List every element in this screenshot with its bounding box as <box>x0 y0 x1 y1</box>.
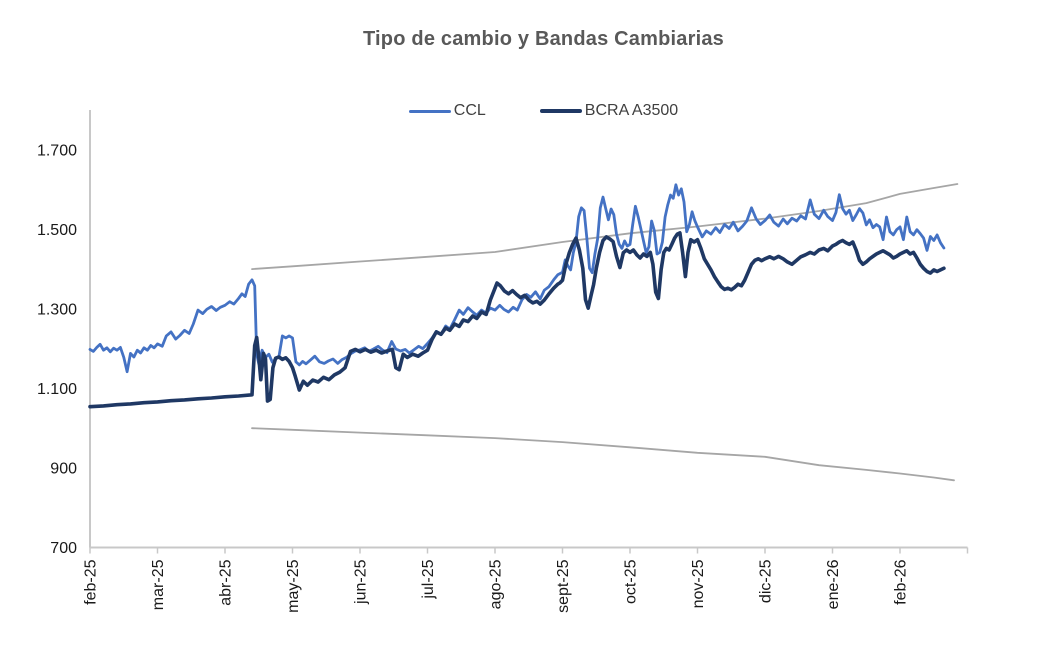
x-tick-label: oct-25 <box>623 559 640 604</box>
y-tick-label: 700 <box>50 540 77 557</box>
x-tick-label: mar-25 <box>150 559 167 610</box>
y-tick-label: 1.700 <box>37 142 77 159</box>
legend-item-ccl: CCL <box>408 102 486 120</box>
x-tick-label: feb-25 <box>83 559 100 604</box>
x-tick-label: ene-26 <box>825 559 842 609</box>
x-tick-label: nov-25 <box>690 559 707 608</box>
bcra-a3500-line <box>88 231 946 409</box>
x-tick-label: jun-25 <box>353 559 370 605</box>
bcra-a3500-line-swatch <box>539 109 582 113</box>
y-tick-label: 1.100 <box>37 381 77 398</box>
legend-item-bcra-a3500: BCRA A3500 <box>539 102 679 120</box>
x-tick-label: abr-25 <box>218 559 235 605</box>
legend-label-ccl: CCL <box>453 102 486 119</box>
chart-title: Tipo de cambio y Bandas Cambiarias <box>363 28 724 50</box>
y-tick-label: 1.500 <box>37 222 77 239</box>
ccl-line-swatch <box>408 109 451 113</box>
x-tick-label: sept-25 <box>555 559 572 612</box>
legend-label-bcra-a3500: BCRA A3500 <box>584 102 679 119</box>
x-tick-label: ago-25 <box>488 559 505 609</box>
lower-band-line <box>251 427 955 482</box>
legend: CCL BCRA A3500 <box>40 102 1047 120</box>
x-tick-label: jul-25 <box>420 559 437 599</box>
x-tick-label: dic-25 <box>758 559 775 603</box>
y-tick-label: 1.300 <box>37 301 77 318</box>
ccl-line <box>88 183 946 374</box>
x-tick-label: may-25 <box>285 559 302 612</box>
x-tick-label: feb-26 <box>893 559 910 604</box>
upper-band-line <box>251 183 959 271</box>
y-tick-label: 900 <box>50 460 77 477</box>
